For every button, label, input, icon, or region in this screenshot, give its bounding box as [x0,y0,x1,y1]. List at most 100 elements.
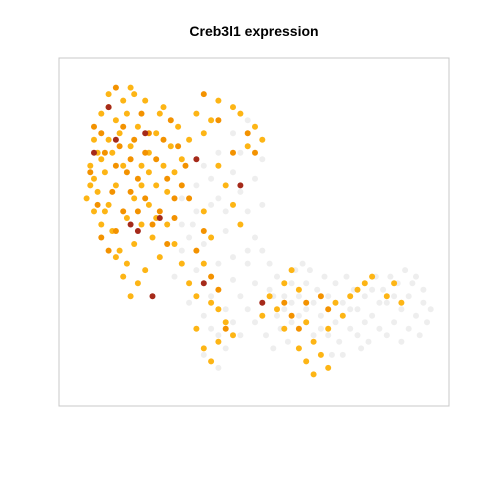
scatter-point-background-11 [245,208,251,214]
scatter-point-background-42 [369,313,375,319]
scatter-point-background-95 [252,176,258,182]
scatter-point-low-4 [113,117,119,123]
scatter-point-low-100 [139,163,145,169]
scatter-point-mid-19 [142,195,148,201]
scatter-point-mid-18 [135,176,141,182]
scatter-point-background-29 [281,306,287,312]
scatter-point-low-50 [201,130,207,136]
scatter-point-low-78 [311,339,317,345]
scatter-point-low-32 [150,235,156,241]
scatter-point-background-90 [259,248,265,254]
scatter-point-low-33 [157,254,163,260]
scatter-point-low-26 [128,143,134,149]
scatter-point-low-74 [281,280,287,286]
scatter-point-mid-7 [139,111,145,117]
scatter-point-low-99 [131,91,137,97]
scatter-point-low-62 [208,235,214,241]
scatter-point-background-76 [406,326,412,332]
scatter-point-low-36 [179,261,185,267]
scatter-point-background-2 [208,202,214,208]
scatter-point-background-98 [230,130,236,136]
scatter-point-background-15 [179,248,185,254]
scatter-point-background-101 [193,182,199,188]
scatter-point-mid-34 [208,274,214,280]
scatter-point-mid-33 [201,228,207,234]
scatter-point-background-88 [274,274,280,280]
scatter-point-low-76 [296,287,302,293]
scatter-point-low-91 [311,371,317,377]
scatter-point-low-67 [215,339,221,345]
scatter-point-background-38 [340,300,346,306]
scatter-point-high-7 [201,280,207,286]
scatter-point-low-84 [355,287,361,293]
scatter-point-mid-23 [172,215,178,221]
scatter-point-low-30 [98,222,104,228]
scatter-point-mid-30 [128,189,134,195]
scatter-point-mid-48 [91,124,97,130]
scatter-point-background-14 [193,267,199,273]
scatter-point-background-112 [201,313,207,319]
scatter-point-mid-36 [223,326,229,332]
scatter-point-low-34 [164,222,170,228]
scatter-point-low-16 [131,241,137,247]
scatter-point-low-90 [303,358,309,364]
scatter-point-low-57 [259,137,265,143]
scatter-point-low-2 [98,156,104,162]
scatter-point-high-9 [150,293,156,299]
scatter-point-low-35 [172,241,178,247]
scatter-point-background-32 [303,306,309,312]
scatter-point-background-25 [208,326,214,332]
scatter-point-low-0 [84,195,90,201]
scatter-point-background-16 [172,274,178,280]
scatter-point-background-71 [270,345,276,351]
scatter-point-background-9 [215,150,221,156]
scatter-point-background-92 [230,254,236,260]
scatter-point-mid-26 [98,235,104,241]
scatter-point-background-50 [424,319,430,325]
scatter-point-mid-39 [303,300,309,306]
scatter-point-background-48 [413,313,419,319]
scatter-point-mid-0 [87,169,93,175]
scatter-point-background-108 [303,280,309,286]
scatter-point-low-12 [102,208,108,214]
scatter-point-low-110 [146,169,152,175]
scatter-point-mid-42 [281,300,287,306]
scatter-point-background-47 [406,293,412,299]
scatter-point-mid-31 [135,208,141,214]
scatter-point-low-58 [215,163,221,169]
scatter-point-low-68 [223,319,229,325]
scatter-point-low-38 [193,293,199,299]
scatter-point-low-89 [391,280,397,286]
scatter-point-background-56 [380,287,386,293]
scatter-point-low-72 [267,293,273,299]
scatter-point-background-51 [417,332,423,338]
scatter-point-low-107 [124,215,130,221]
scatter-point-high-8 [259,300,265,306]
scatter-point-background-36 [325,293,331,299]
scatter-point-background-30 [289,319,295,325]
scatter-point-background-110 [274,313,280,319]
scatter-point-mid-16 [120,124,126,130]
scatter-point-high-0 [91,150,97,156]
scatter-point-background-65 [314,287,320,293]
scatter-point-low-51 [208,117,214,123]
scatter-point-low-28 [113,182,119,188]
scatter-point-low-63 [201,208,207,214]
scatter-point-background-35 [318,313,324,319]
scatter-point-low-95 [259,313,265,319]
scatter-point-low-53 [230,104,236,110]
chart-title: Creb3l1 expression [189,23,318,39]
scatter-point-background-7 [245,248,251,254]
scatter-point-mid-6 [131,137,137,143]
scatter-point-low-108 [131,195,137,201]
scatter-point-mid-35 [215,287,221,293]
scatter-point-low-106 [87,182,93,188]
scatter-point-background-91 [245,261,251,267]
scatter-point-background-10 [230,169,236,175]
scatter-point-low-6 [128,85,134,91]
scatter-point-background-0 [190,222,196,228]
scatter-point-low-79 [318,352,324,358]
scatter-point-low-25 [135,124,141,130]
scatter-point-background-118 [193,208,199,214]
